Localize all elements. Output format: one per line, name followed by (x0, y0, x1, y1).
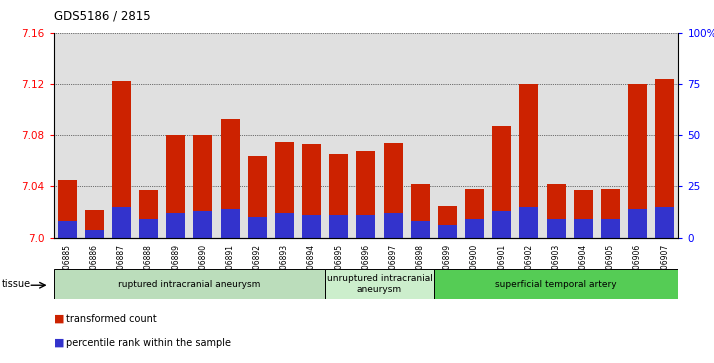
Text: ■: ■ (54, 338, 64, 348)
Bar (221, 119, 240, 238)
Text: GDS5186 / 2815: GDS5186 / 2815 (54, 9, 150, 22)
Bar (574, 219, 593, 238)
Bar (411, 221, 430, 238)
Bar (519, 84, 538, 238)
Bar (655, 207, 674, 238)
Bar (112, 81, 131, 238)
Bar (546, 219, 565, 238)
Bar (465, 219, 484, 238)
Bar (655, 79, 674, 238)
Text: ruptured intracranial aneurysm: ruptured intracranial aneurysm (119, 280, 261, 289)
Bar (383, 143, 403, 238)
Bar (248, 217, 267, 238)
Bar (383, 213, 403, 238)
Text: transformed count: transformed count (66, 314, 157, 324)
Bar (574, 190, 593, 238)
Bar (628, 209, 647, 238)
Bar (329, 154, 348, 238)
Bar (519, 207, 538, 238)
Bar (465, 189, 484, 238)
Bar (356, 151, 376, 238)
Bar (601, 189, 620, 238)
Bar (438, 206, 457, 238)
Bar (54, 269, 325, 299)
Bar (58, 221, 76, 238)
Bar (58, 180, 76, 238)
Bar (275, 142, 294, 238)
Bar (601, 219, 620, 238)
Bar (85, 229, 104, 238)
Bar (329, 215, 348, 238)
Bar (166, 135, 186, 238)
Bar (193, 211, 213, 238)
Bar (356, 215, 376, 238)
Bar (492, 126, 511, 238)
Bar (546, 184, 565, 238)
Bar (139, 219, 158, 238)
Bar (85, 209, 104, 238)
Bar (221, 209, 240, 238)
Bar (325, 269, 434, 299)
Bar (275, 213, 294, 238)
Text: unruptured intracranial
aneurysm: unruptured intracranial aneurysm (326, 274, 433, 294)
Bar (166, 213, 186, 238)
Bar (302, 144, 321, 238)
Bar (411, 184, 430, 238)
Bar (193, 135, 213, 238)
Text: ■: ■ (54, 314, 64, 324)
Bar (628, 84, 647, 238)
Bar (302, 215, 321, 238)
Bar (492, 211, 511, 238)
Text: percentile rank within the sample: percentile rank within the sample (66, 338, 231, 348)
Bar (112, 207, 131, 238)
Bar (139, 190, 158, 238)
Bar (434, 269, 678, 299)
Text: superficial temporal artery: superficial temporal artery (496, 280, 617, 289)
Bar (438, 225, 457, 238)
Bar (248, 156, 267, 238)
Text: tissue: tissue (2, 279, 31, 289)
